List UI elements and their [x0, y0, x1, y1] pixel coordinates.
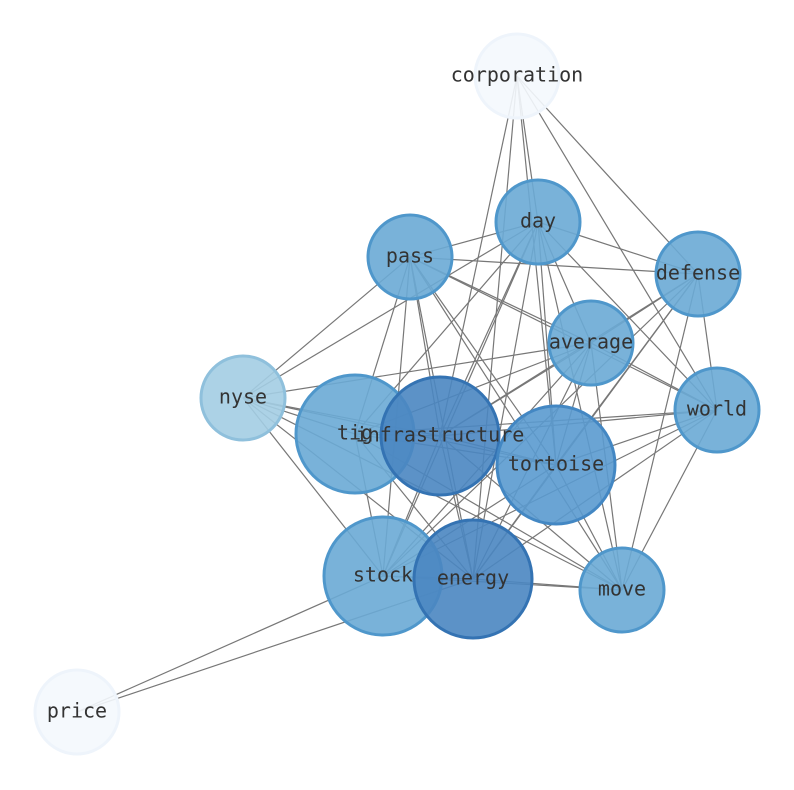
labels: corporation day pass defense average nyse worl… [47, 63, 747, 723]
edge [516, 75, 718, 411]
node [412, 518, 534, 640]
node-label: stock [353, 563, 413, 587]
edge [516, 75, 557, 466]
edge [242, 221, 539, 399]
node [33, 668, 121, 756]
node-label: pass [386, 244, 434, 268]
edge [621, 273, 699, 591]
edge [537, 221, 623, 591]
node [366, 213, 454, 301]
node [578, 546, 666, 634]
nodes [33, 32, 761, 756]
node [379, 375, 501, 497]
node-label: energy [437, 566, 509, 590]
node-label: corporation [451, 63, 583, 87]
node-label: tig [337, 421, 373, 445]
edge [516, 75, 699, 275]
node [473, 32, 561, 120]
node [199, 354, 287, 442]
node-label: average [549, 330, 633, 354]
node [654, 230, 742, 318]
edge [472, 75, 518, 580]
node-label: nyse [219, 385, 267, 409]
node-label: tortoise [508, 452, 604, 476]
edge [409, 256, 699, 275]
node [673, 366, 761, 454]
edge [439, 75, 518, 437]
node-label: infrastructure [356, 423, 525, 447]
node-label: defense [656, 261, 740, 285]
node-label: price [47, 699, 107, 723]
node-label: move [598, 577, 646, 601]
node-label: day [520, 209, 556, 233]
node [495, 404, 617, 526]
node [494, 178, 582, 266]
node-label: world [687, 397, 747, 421]
node [547, 299, 635, 387]
edge [242, 342, 592, 399]
